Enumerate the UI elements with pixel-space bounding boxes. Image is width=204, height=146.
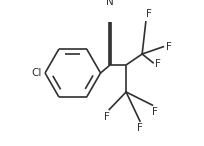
Text: F: F: [166, 42, 172, 52]
Text: N: N: [106, 0, 114, 7]
Text: F: F: [155, 59, 160, 69]
Text: F: F: [146, 9, 152, 19]
Text: F: F: [137, 123, 143, 133]
Text: Cl: Cl: [31, 68, 41, 78]
Text: F: F: [104, 112, 110, 122]
Text: F: F: [152, 107, 157, 117]
